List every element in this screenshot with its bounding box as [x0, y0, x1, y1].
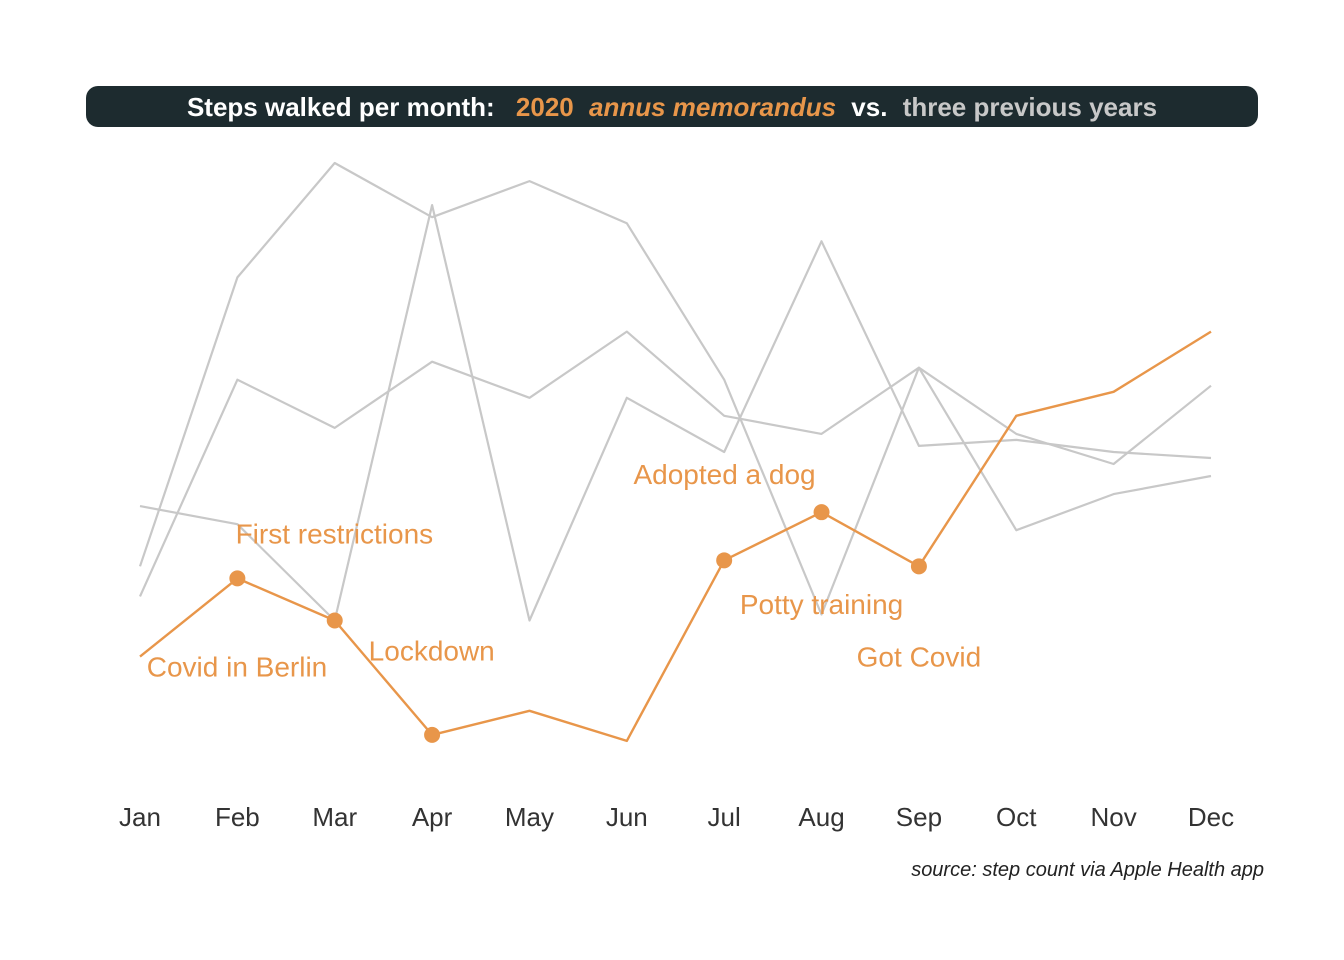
title-comparison: three previous years [903, 92, 1157, 122]
annotation-potty-training: Potty training [740, 589, 903, 620]
x-tick-sep: Sep [896, 802, 942, 832]
series-line-previous-year-c [139, 204, 1212, 622]
marker-sep [910, 558, 927, 575]
x-tick-feb: Feb [215, 802, 260, 832]
marker-mar [326, 612, 343, 629]
x-tick-may: May [505, 802, 554, 832]
x-tick-jul: Jul [708, 802, 741, 832]
marker-feb [229, 570, 246, 587]
annotation-got-covid: Got Covid [857, 641, 982, 672]
marker-apr [424, 726, 441, 743]
marker-aug [813, 504, 830, 521]
series-layer [138, 161, 1212, 743]
x-tick-oct: Oct [996, 802, 1037, 832]
series-line-previous-year-a [138, 161, 1212, 616]
x-tick-jun: Jun [606, 802, 648, 832]
x-axis: Jan Feb Mar Apr May Jun Jul Aug Sep Oct Nov Dec [119, 802, 1234, 832]
x-tick-dec: Dec [1188, 802, 1234, 832]
title-prefix: Steps walked per month: [187, 92, 495, 122]
source-caption: source: step count via Apple Health app [911, 859, 1264, 881]
x-tick-mar: Mar [312, 802, 357, 832]
annotation-adopted-a-dog: Adopted a dog [633, 459, 815, 490]
series-line-previous-year-b [138, 330, 1212, 597]
x-tick-apr: Apr [412, 802, 453, 832]
title-highlight-phrase: annus memorandus [589, 92, 836, 122]
annotation-covid-in-berlin: Covid in Berlin [147, 652, 328, 683]
x-tick-nov: Nov [1091, 802, 1137, 832]
title-highlight-year: 2020 [516, 92, 574, 122]
marker-layer [229, 504, 927, 743]
title-background [86, 86, 1258, 127]
x-tick-jan: Jan [119, 802, 161, 832]
x-tick-aug: Aug [798, 802, 844, 832]
marker-jul [716, 552, 733, 569]
annotation-lockdown: Lockdown [369, 636, 495, 667]
title-banner: Steps walked per month: 2020 annus memor… [86, 86, 1258, 127]
title-joiner: vs. [851, 92, 887, 122]
chart-title: Steps walked per month: 2020 annus memor… [187, 92, 1157, 122]
series-line-2020 [139, 330, 1212, 743]
annotation-first-restrictions: First restrictions [236, 518, 434, 549]
annotation-layer: Covid in Berlin First restrictions Lockdow… [147, 459, 981, 682]
